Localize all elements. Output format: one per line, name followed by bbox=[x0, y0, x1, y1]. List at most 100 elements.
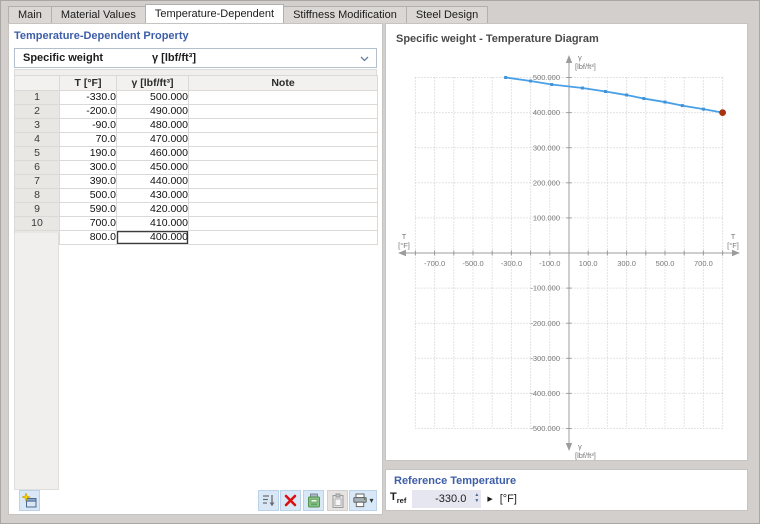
data-point-marker bbox=[603, 90, 607, 94]
clipboard-button[interactable] bbox=[327, 490, 348, 511]
sort-button[interactable] bbox=[258, 490, 279, 511]
table-row: 9 590.0 420.000 bbox=[14, 202, 378, 217]
gamma-cell[interactable]: 460.000 bbox=[116, 146, 189, 161]
tab-stiffness-modification[interactable]: Stiffness Modification bbox=[283, 6, 407, 23]
y-tick-label: 500.000 bbox=[533, 73, 560, 82]
tab-main[interactable]: Main bbox=[8, 6, 52, 23]
note-cell[interactable] bbox=[188, 118, 378, 133]
x-axis-label: [°F] bbox=[727, 241, 739, 250]
row-number-cell[interactable]: 4 bbox=[14, 132, 60, 147]
y-axis-label: [lbf/ft³] bbox=[575, 62, 596, 71]
gamma-cell[interactable]: 400.000 bbox=[116, 230, 189, 245]
y-tick-label: 300.000 bbox=[533, 143, 560, 152]
table-row: 10 700.0 410.000 bbox=[14, 216, 378, 231]
row-number-cell[interactable]: 5 bbox=[14, 146, 60, 161]
reference-temperature-value: -330.0 bbox=[435, 492, 467, 505]
gamma-cell[interactable]: 480.000 bbox=[116, 118, 189, 133]
clipboard-icon bbox=[332, 493, 343, 508]
row-number-cell[interactable]: 3 bbox=[14, 118, 60, 133]
gamma-cell[interactable]: 430.000 bbox=[116, 188, 189, 203]
data-point-marker bbox=[625, 93, 629, 97]
gamma-cell[interactable]: 420.000 bbox=[116, 202, 189, 217]
new-row-button[interactable] bbox=[19, 490, 40, 511]
temperature-cell[interactable]: 390.0 bbox=[59, 174, 117, 189]
temperature-cell[interactable]: 700.0 bbox=[59, 216, 117, 231]
y-tick-label: -200.000 bbox=[530, 319, 560, 328]
row-number-cell[interactable]: 9 bbox=[14, 202, 60, 217]
note-cell[interactable] bbox=[188, 230, 378, 245]
note-cell[interactable] bbox=[188, 132, 378, 147]
y-axis-label: [lbf/ft³] bbox=[575, 451, 596, 460]
data-point-marker bbox=[663, 100, 667, 104]
highlighted-data-point bbox=[719, 109, 726, 116]
temperature-diagram: -700.0 -500.0 -300.0 -100.0 100.0 300.0 500.0 7… bbox=[398, 53, 740, 460]
row-number-cell[interactable]: 1 bbox=[14, 90, 60, 105]
table-row: 8 500.0 430.000 bbox=[14, 188, 378, 203]
pick-value-arrow-icon[interactable]: ▶ bbox=[487, 495, 493, 503]
tab-material-values[interactable]: Material Values bbox=[50, 6, 146, 23]
row-number-cell[interactable]: 10 bbox=[14, 216, 60, 231]
table-row: 7 390.0 440.000 bbox=[14, 174, 378, 189]
spinner-up-icon[interactable]: ▲ bbox=[474, 491, 480, 498]
gamma-cell[interactable]: 440.000 bbox=[116, 174, 189, 189]
delete-row-button[interactable] bbox=[280, 490, 301, 511]
temperature-cell[interactable]: 590.0 bbox=[59, 202, 117, 217]
column-header-rownum bbox=[14, 75, 60, 91]
temperature-cell[interactable]: -90.0 bbox=[59, 118, 117, 133]
y-tick-label: -500.000 bbox=[530, 424, 560, 433]
row-number-cell[interactable]: 8 bbox=[14, 188, 60, 203]
excel-clipboard-icon bbox=[307, 493, 320, 507]
row-number-cell[interactable]: 7 bbox=[14, 174, 60, 189]
data-point-marker bbox=[550, 83, 554, 87]
x-axis-label: T bbox=[731, 232, 736, 241]
printer-icon bbox=[353, 493, 368, 508]
tab-steel-design[interactable]: Steel Design bbox=[405, 6, 489, 23]
row-number-cell[interactable]: 2 bbox=[14, 104, 60, 119]
tab-temperature-dependent[interactable]: Temperature-Dependent bbox=[144, 4, 285, 23]
property-selector[interactable]: Specific weight γ [lbf/ft³] bbox=[14, 48, 377, 68]
temperature-cell[interactable]: 70.0 bbox=[59, 132, 117, 147]
temperature-cell[interactable]: -200.0 bbox=[59, 104, 117, 119]
note-cell[interactable] bbox=[188, 160, 378, 175]
temperature-dependent-panel: Temperature-Dependent Property Specific … bbox=[8, 23, 383, 515]
table-row: 4 70.0 470.000 bbox=[14, 132, 378, 147]
spinner-control: ▲ ▼ bbox=[474, 492, 479, 504]
print-options-caret-icon: ▾ bbox=[369, 495, 374, 505]
property-selector-value: Specific weight bbox=[23, 52, 104, 64]
note-cell[interactable] bbox=[188, 174, 378, 189]
gamma-cell[interactable]: 470.000 bbox=[116, 132, 189, 147]
gamma-cell[interactable]: 500.000 bbox=[116, 90, 189, 105]
data-point-marker bbox=[504, 76, 508, 79]
chevron-down-icon bbox=[360, 56, 369, 62]
temperature-cell[interactable]: 500.0 bbox=[59, 188, 117, 203]
x-tick-label: 100.0 bbox=[579, 259, 598, 268]
gamma-cell[interactable]: 410.000 bbox=[116, 216, 189, 231]
note-cell[interactable] bbox=[188, 216, 378, 231]
note-cell[interactable] bbox=[188, 104, 378, 119]
x-tick-label: 500.0 bbox=[656, 259, 675, 268]
note-cell[interactable] bbox=[188, 146, 378, 161]
note-cell[interactable] bbox=[188, 90, 378, 105]
print-button[interactable]: ▾ bbox=[349, 490, 377, 511]
temperature-cell[interactable]: 300.0 bbox=[59, 160, 117, 175]
x-tick-label: -300.0 bbox=[501, 259, 522, 268]
y-tick-label: -400.000 bbox=[530, 389, 560, 398]
reference-temperature-panel: Reference Temperature Tref -330.0 ▲ ▼ ▶ … bbox=[385, 469, 748, 511]
temperature-cell[interactable]: -330.0 bbox=[59, 90, 117, 105]
y-tick-label: 100.000 bbox=[533, 214, 560, 223]
temperature-cell[interactable]: 190.0 bbox=[59, 146, 117, 161]
gamma-cell[interactable]: 490.000 bbox=[116, 104, 189, 119]
row-number-cell[interactable]: 6 bbox=[14, 160, 60, 175]
gamma-cell[interactable]: 450.000 bbox=[116, 160, 189, 175]
temperature-cell[interactable]: 800.0 bbox=[59, 230, 117, 245]
note-cell[interactable] bbox=[188, 188, 378, 203]
spinner-down-icon[interactable]: ▼ bbox=[474, 497, 480, 504]
note-cell[interactable] bbox=[188, 202, 378, 217]
property-selector-unit: γ [lbf/ft³] bbox=[152, 52, 196, 64]
table-row: 5 190.0 460.000 bbox=[14, 146, 378, 161]
reference-temperature-input[interactable]: -330.0 ▲ ▼ bbox=[412, 489, 482, 508]
paste-excel-button[interactable] bbox=[303, 490, 324, 511]
column-header-note: Note bbox=[188, 75, 378, 91]
